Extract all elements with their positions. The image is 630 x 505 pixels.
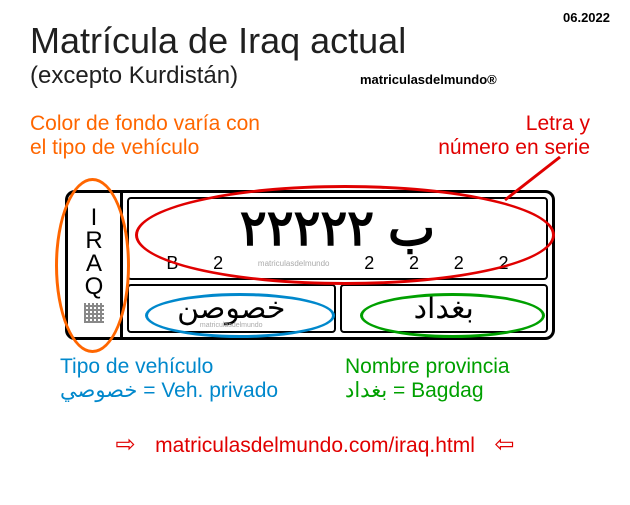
latin-digit: 2 xyxy=(454,253,464,274)
plate-serial-box: ب ٢٢٢٢٢ B 2 matriculasdelmundo 2 2 2 2 xyxy=(127,197,548,280)
text: el tipo de vehículo xyxy=(30,136,199,159)
type-arabic: خصوصن xyxy=(177,291,285,326)
arrow-left-icon: ⇦ xyxy=(494,431,514,458)
page-subtitle: (excepto Kurdistán) xyxy=(30,62,238,90)
link-row: ⇨ matriculasdelmundo.com/iraq.html ⇦ xyxy=(0,430,630,459)
label: Nombre provincia xyxy=(345,355,510,378)
label: Tipo de vehículo xyxy=(60,355,213,378)
province-arabic: بغداد xyxy=(414,291,474,326)
latin-digit: 2 xyxy=(213,253,223,274)
latin-digit: 2 xyxy=(409,253,419,274)
arrow-right-icon: ⇨ xyxy=(116,431,136,458)
plate-province-box: بغداد xyxy=(340,284,549,333)
watermark: matriculasdelmundo xyxy=(258,259,330,268)
annotation-serial: Letra y número en serie xyxy=(438,112,590,160)
plate-frame: IRAQ ب ٢٢٢٢٢ B 2 matriculasdelmundo 2 2 … xyxy=(65,190,555,340)
text: Color de fondo varía con xyxy=(30,112,260,135)
arabic: بغداد xyxy=(345,379,387,402)
text: Letra y xyxy=(526,112,590,135)
latin-digit: 2 xyxy=(499,253,509,274)
brand-label: matriculasdelmundo® xyxy=(360,72,497,87)
plate-country-strip: IRAQ xyxy=(68,193,123,337)
plate-body: ب ٢٢٢٢٢ B 2 matriculasdelmundo 2 2 2 2 خ… xyxy=(123,193,552,337)
annotation-background: Color de fondo varía con el tipo de vehí… xyxy=(30,112,260,160)
plate-bottom-row: خصوصن matriculasdelmundo بغداد xyxy=(123,282,552,337)
annotation-vehicle-type: Tipo de vehículo خصوصي = Veh. privado xyxy=(60,355,278,403)
country-vertical: IRAQ xyxy=(85,207,104,298)
latin-letter: B xyxy=(166,253,178,274)
text: número en serie xyxy=(438,136,590,159)
equals: = Bagdag xyxy=(387,379,483,402)
link-url[interactable]: matriculasdelmundo.com/iraq.html xyxy=(155,434,475,457)
arabic-serial: ب ٢٢٢٢٢ xyxy=(139,203,536,253)
license-plate: IRAQ ب ٢٢٢٢٢ B 2 matriculasdelmundo 2 2 … xyxy=(65,190,555,340)
date-label: 06.2022 xyxy=(563,10,610,25)
equals: = Veh. privado xyxy=(137,379,278,402)
latin-serial: B 2 matriculasdelmundo 2 2 2 2 xyxy=(139,253,536,274)
plate-type-box: خصوصن matriculasdelmundo xyxy=(127,284,336,333)
annotation-province: Nombre provincia بغداد = Bagdag xyxy=(345,355,510,403)
page-title: Matrícula de Iraq actual xyxy=(30,20,406,62)
qr-icon xyxy=(84,303,104,323)
watermark: matriculasdelmundo xyxy=(200,322,263,329)
arabic: خصوصي xyxy=(60,379,137,402)
latin-digit: 2 xyxy=(364,253,374,274)
